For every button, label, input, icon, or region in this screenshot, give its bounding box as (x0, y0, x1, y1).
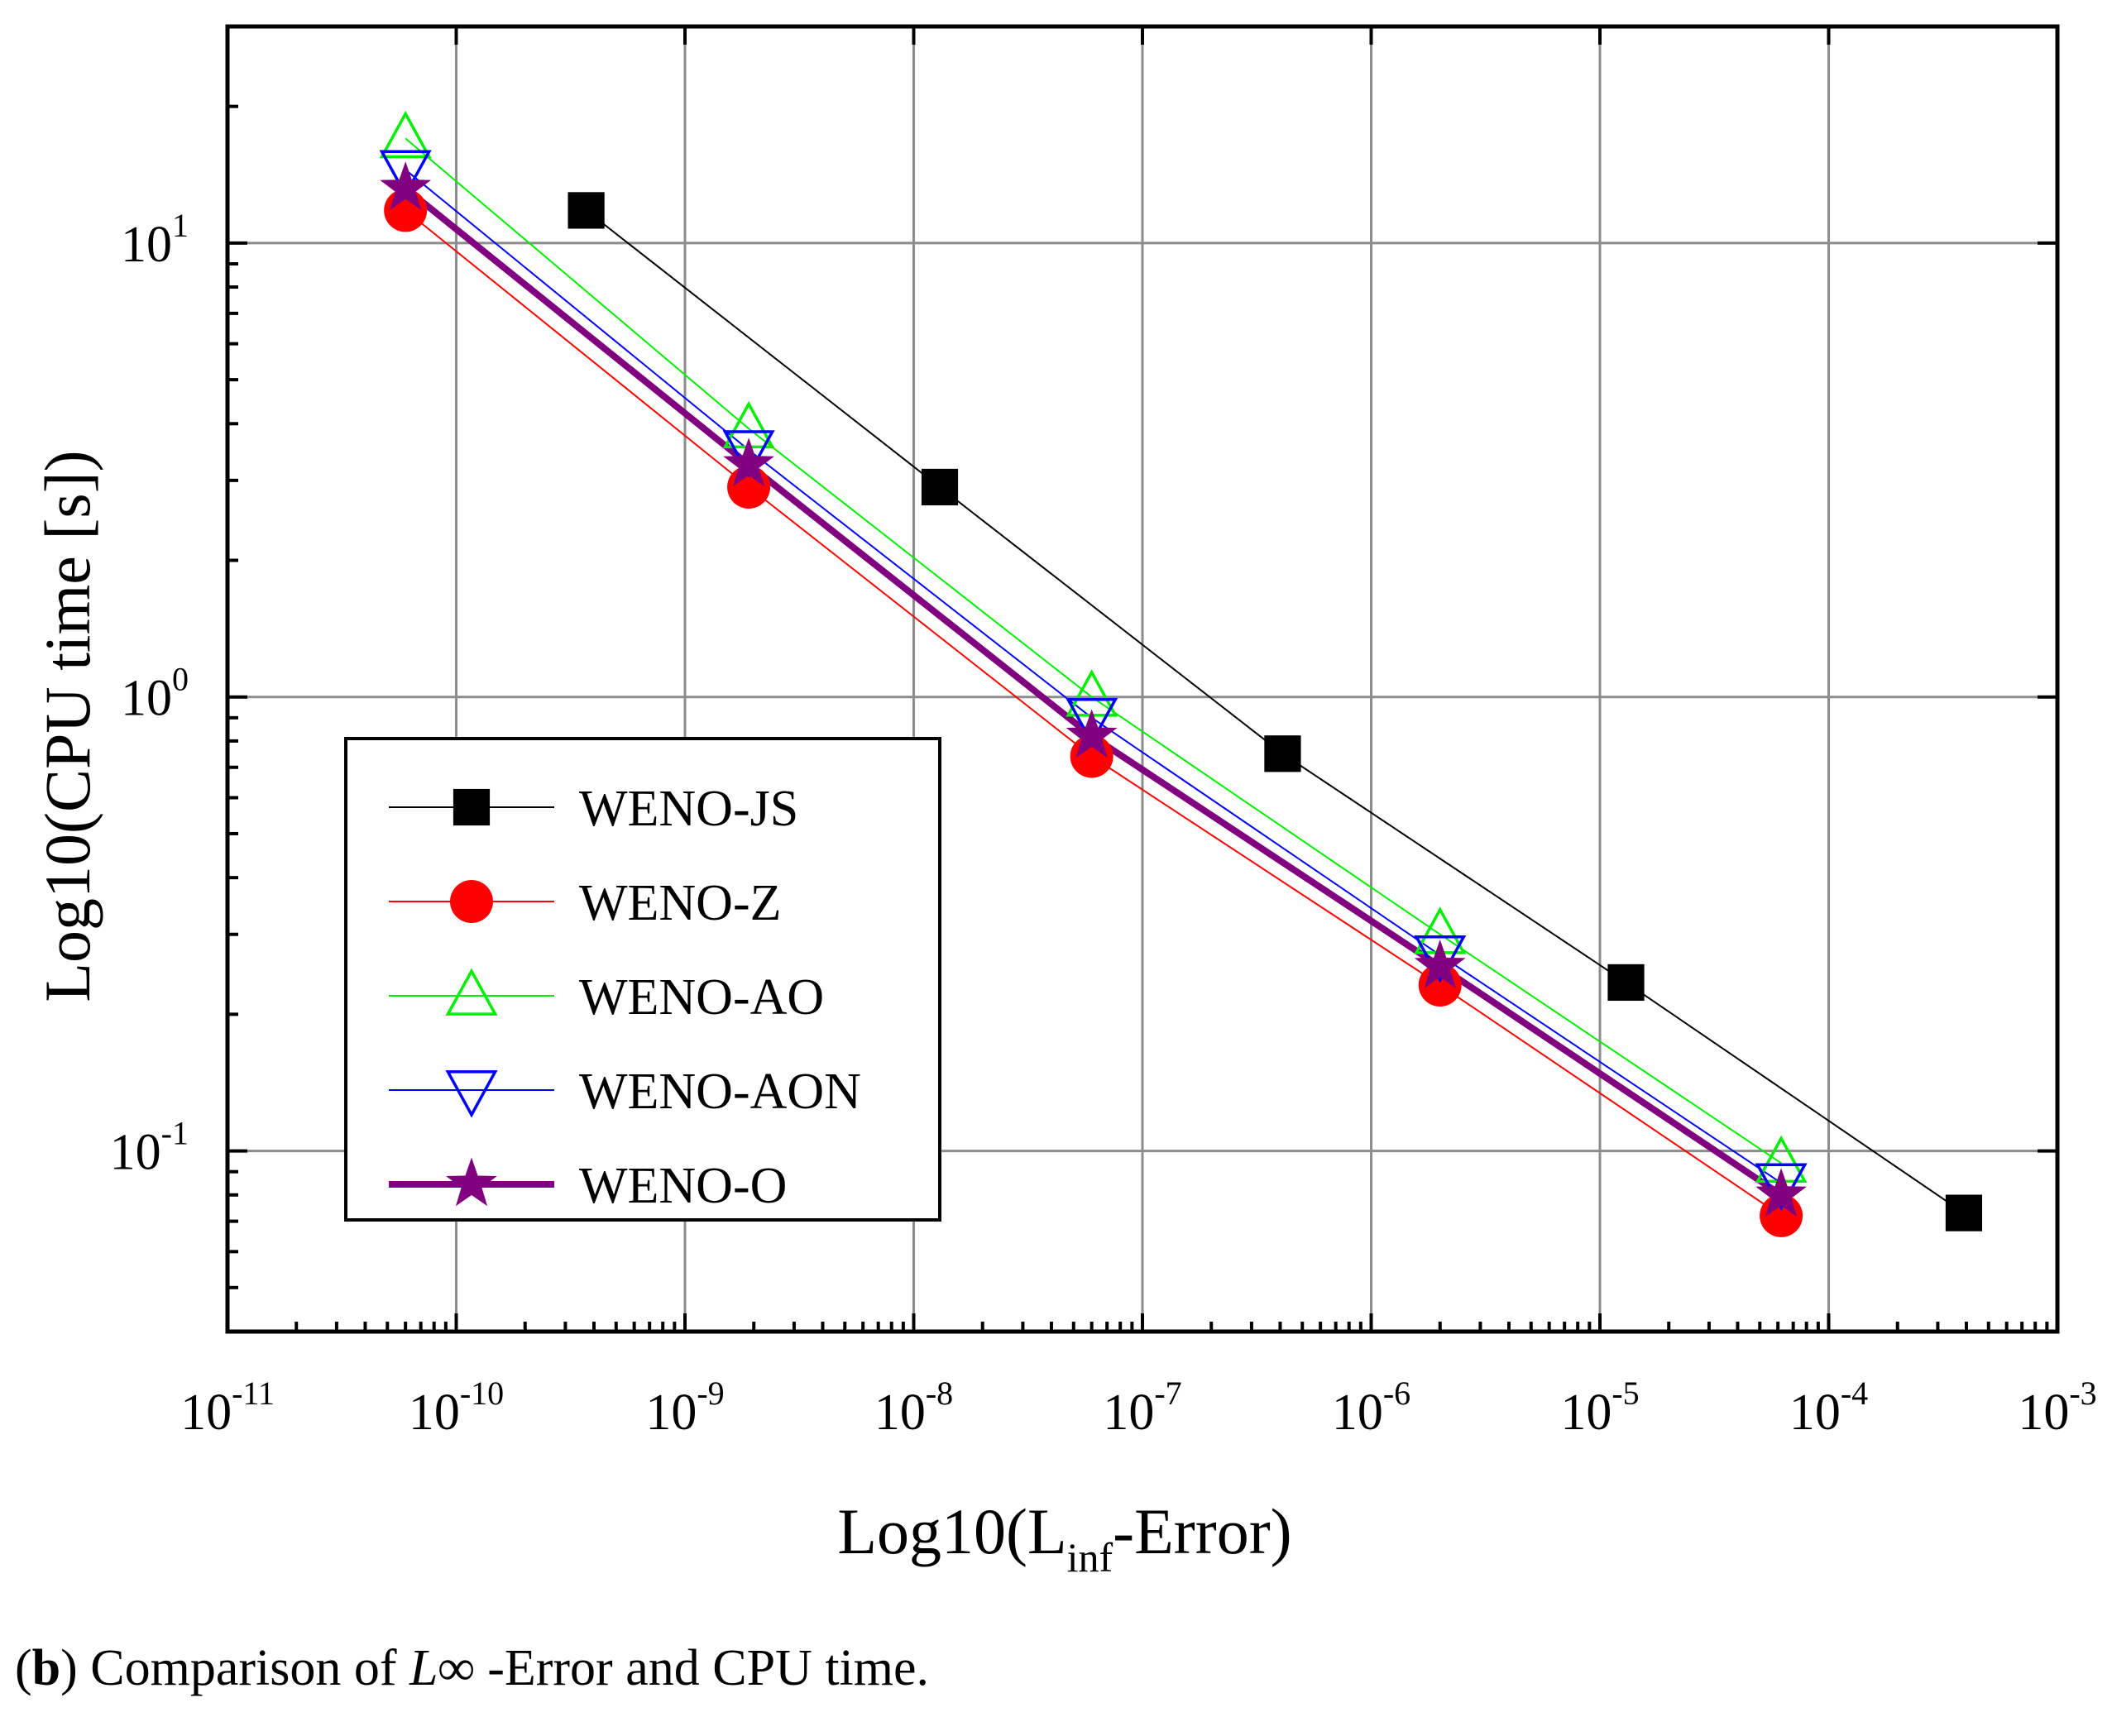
data-point-weno-o (723, 438, 774, 487)
data-point-weno-aon (1066, 697, 1118, 746)
y-tick-label: 101 (121, 207, 189, 273)
series-line-weno-ao (405, 137, 1782, 1165)
x-tick-label: 10-5 (1560, 1375, 1639, 1441)
x-axis-label-suffix: -Error) (1113, 1495, 1292, 1567)
data-point-weno-js (1264, 735, 1301, 772)
legend-box (344, 737, 941, 1222)
x-tick-label: 10-10 (409, 1375, 504, 1441)
legend-marker-weno-js (453, 788, 491, 826)
legend-marker-weno-aon (445, 1070, 498, 1118)
legend-label-weno-z: WENO-Z (579, 875, 781, 931)
tick-labels: 10-11 10-10 10-9 10-8 10-7 10-6 10-5 10-4 10-3 10… (110, 207, 2097, 1441)
x-tick-label: 10-8 (874, 1375, 953, 1441)
y-tick-label: 100 (121, 661, 189, 727)
data-point-weno-o (1414, 940, 1466, 988)
data-point-weno-aon (1755, 1163, 1808, 1211)
x-axis-label-base: Log10(L (837, 1495, 1066, 1567)
x-tick-label: 10-4 (1789, 1375, 1868, 1441)
legend-marker-weno-ao (445, 968, 498, 1016)
data-point-weno-aon (379, 150, 432, 198)
caption-text-after: -Error and CPU time. (474, 1640, 930, 1696)
x-tick-label: 10-7 (1103, 1375, 1181, 1441)
y-axis-label: Log10(CPU time [s]) (31, 450, 103, 1002)
data-point-weno-ao (379, 110, 432, 159)
caption-label: b (31, 1640, 61, 1696)
data-point-weno-js (1945, 1194, 1983, 1231)
plot-frame (225, 24, 2060, 1334)
x-tick-label: 10-6 (1332, 1375, 1410, 1441)
grid (227, 26, 2057, 1332)
data-point-weno-aon (722, 430, 775, 478)
legend-label-weno-js: WENO-JS (579, 781, 798, 837)
data-point-weno-o (1755, 1168, 1807, 1217)
figure-caption: (b) Comparison of L∞ -Error and CPU time… (15, 1640, 930, 1696)
x-axis-label: Log10(Linf-Error) (837, 1495, 1291, 1581)
data-point-weno-o (1066, 709, 1118, 758)
legend-label-weno-o: WENO-O (579, 1158, 787, 1214)
legend-label-weno-ao: WENO-AO (579, 969, 824, 1026)
x-tick-label: 10-9 (645, 1375, 724, 1441)
y-tick-label: 10-1 (110, 1115, 189, 1181)
legend-label-weno-aon: WENO-AON (579, 1064, 861, 1120)
data-point-weno-o (380, 161, 432, 210)
legend: WENO-JS WENO-Z WENO-AO WENO-AON WENO-O (344, 737, 941, 1222)
series-markers (379, 110, 1983, 1237)
x-tick-label: 10-11 (180, 1375, 275, 1441)
legend-marker-weno-z (450, 880, 493, 923)
chart: 10-11 10-10 10-9 10-8 10-7 10-6 10-5 10-4 10-3 10… (31, 24, 2097, 1581)
legend-marker-weno-o (446, 1157, 497, 1207)
data-point-weno-js (921, 468, 959, 506)
x-axis-label-subscript: inf (1067, 1534, 1113, 1581)
x-tick-label: 10-3 (2018, 1375, 2096, 1441)
caption-text-before: Comparison of (90, 1640, 410, 1696)
data-point-weno-js (1607, 964, 1645, 1002)
caption-symbol: L∞ (409, 1640, 475, 1696)
data-point-weno-js (568, 192, 605, 229)
